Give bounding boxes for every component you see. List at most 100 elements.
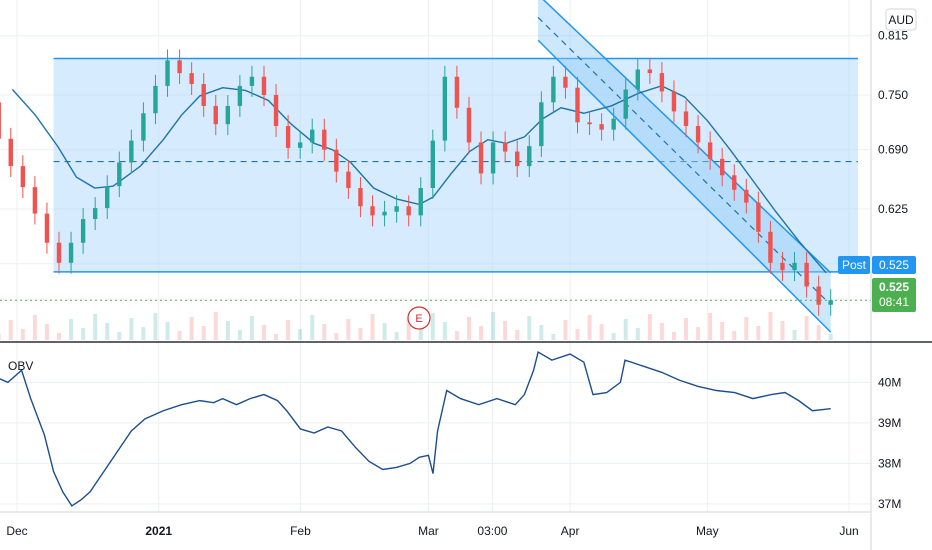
volume-bar <box>611 333 616 340</box>
candle-body <box>273 95 279 127</box>
candle-body <box>153 85 158 114</box>
candle-body <box>539 102 544 147</box>
candle-body <box>225 105 231 125</box>
candlesticks[interactable] <box>0 49 833 316</box>
volume-bar <box>575 329 580 340</box>
time-axis[interactable]: Dec 2021 Feb Mar 03:00 Apr May Jun <box>6 524 858 538</box>
obv-title: OBV <box>8 359 33 373</box>
candle-body <box>189 73 194 85</box>
candle-body <box>285 126 291 148</box>
candle-body <box>527 146 532 167</box>
volume-bar <box>515 330 520 340</box>
volume-bar <box>20 329 25 340</box>
volume-bar <box>454 331 459 340</box>
obv-line <box>0 350 831 507</box>
descending-channel-mid <box>537 17 832 306</box>
candle-body <box>671 91 677 112</box>
volume-bar <box>189 317 194 340</box>
candle-body <box>0 102 1 139</box>
time-tick-label: Feb <box>290 524 311 538</box>
candle-body <box>804 262 809 287</box>
volume-bar <box>491 312 496 340</box>
currency-label: AUD <box>888 13 914 27</box>
candle-body <box>297 142 303 148</box>
volume-bar <box>430 313 435 340</box>
volume-bar <box>69 319 74 340</box>
candle-body <box>744 189 749 203</box>
volume-bar <box>8 320 13 340</box>
candle-body <box>177 60 182 74</box>
candle-body <box>394 206 399 212</box>
obv-tick-label: 38M <box>878 456 901 470</box>
candle-body <box>346 171 351 189</box>
volume-bar <box>141 327 146 340</box>
volume-bar <box>804 316 809 340</box>
obv-tick-label: 37M <box>878 497 901 511</box>
volume-bar <box>466 317 471 340</box>
price-tick-label: 0.750 <box>878 88 908 102</box>
volume-bar <box>816 325 821 340</box>
volume-bar <box>503 321 508 340</box>
volume-bar <box>527 316 532 340</box>
candle-body <box>141 113 146 141</box>
volume-bar <box>479 326 484 340</box>
descending-channel[interactable] <box>537 0 832 333</box>
obv-series-line <box>0 350 831 507</box>
volume-bar <box>370 314 375 340</box>
volume-bar <box>442 322 447 340</box>
volume-bar <box>310 315 315 340</box>
candle-body <box>768 231 773 263</box>
candle-body <box>828 300 833 305</box>
time-tick-label: Mar <box>418 524 439 538</box>
volume-bar <box>659 323 664 340</box>
earnings-marker[interactable]: E <box>407 306 431 330</box>
candle-body <box>647 69 653 74</box>
volume-bar <box>346 319 351 340</box>
volume-bar <box>261 325 266 340</box>
volume-bar <box>720 322 725 340</box>
candle-body <box>358 188 363 207</box>
candle-body <box>44 213 50 243</box>
volume-bar <box>177 331 182 340</box>
candle-body <box>406 206 411 216</box>
volume-bar <box>406 318 411 340</box>
price-axis[interactable]: 0.8750.8150.7500.6900.6250.56540M39M38M3… <box>878 0 908 511</box>
price-tick-label: 0.625 <box>878 202 908 216</box>
candle-body <box>430 140 436 189</box>
volume-bar <box>117 332 122 340</box>
time-tick-label: Jun <box>839 524 858 538</box>
volume-bar <box>93 314 98 340</box>
candle-body <box>659 73 665 92</box>
candle-body <box>165 60 170 86</box>
candle-body <box>732 175 737 190</box>
post-price-value: 0.525 <box>879 258 909 272</box>
volume-bar <box>81 328 86 340</box>
candle-body <box>780 262 785 271</box>
candle-body <box>310 129 315 143</box>
volume-bar <box>274 334 279 340</box>
descending-channel-upper <box>542 0 832 274</box>
time-tick-label: Apr <box>561 524 580 538</box>
candle-body <box>756 202 761 232</box>
last-price-value: 0.525 <box>879 280 909 294</box>
volume-bar <box>732 331 737 340</box>
candle-body <box>20 166 26 188</box>
candle-body <box>68 242 74 263</box>
candle-body <box>237 85 243 106</box>
earnings-label: E <box>415 313 422 325</box>
candle-body <box>249 76 255 86</box>
volume-bar <box>249 316 254 340</box>
candle-body <box>454 76 460 108</box>
volume-bar <box>201 326 206 340</box>
volume-bar <box>539 325 544 340</box>
currency-badge[interactable]: AUD <box>885 8 917 31</box>
candle-body <box>599 124 604 130</box>
candle-body <box>683 111 689 127</box>
time-tick-label: Dec <box>6 524 27 538</box>
time-tick-label: 03:00 <box>477 524 507 538</box>
candle-body <box>56 242 62 263</box>
candle-body <box>334 149 339 172</box>
candle-body <box>105 186 110 209</box>
volume-bar <box>756 326 761 340</box>
candle-body <box>129 140 134 163</box>
